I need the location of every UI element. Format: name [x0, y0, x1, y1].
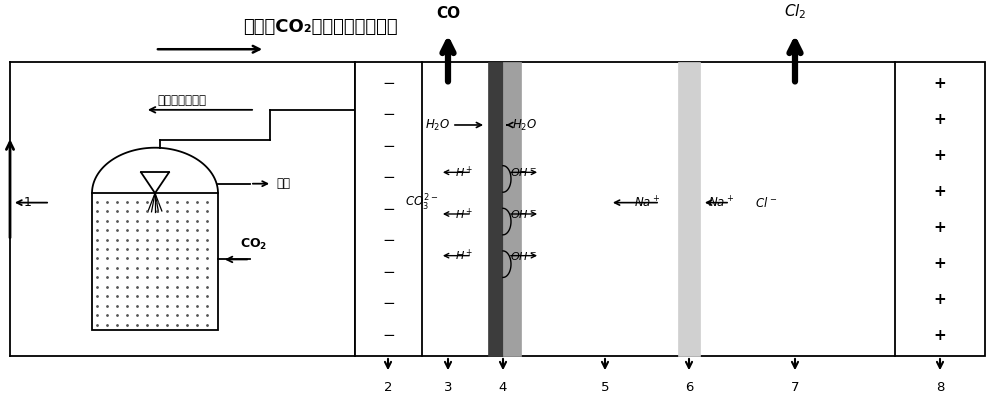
Text: −: − [382, 296, 395, 311]
Text: 6: 6 [685, 381, 693, 394]
Text: 5: 5 [601, 381, 609, 394]
Text: +: + [934, 76, 946, 91]
Text: +: + [934, 220, 946, 235]
Text: 尾气: 尾气 [276, 177, 290, 190]
Bar [503, 63, 521, 356]
Bar [678, 63, 700, 356]
Text: +: + [934, 328, 946, 343]
Text: −: − [382, 170, 395, 185]
Text: −: − [382, 328, 395, 343]
Text: −: − [382, 76, 395, 91]
Text: $H^+$: $H^+$ [455, 248, 473, 263]
Text: 3: 3 [444, 381, 452, 394]
Text: 含大量CO₂的有机复合电解液: 含大量CO₂的有机复合电解液 [243, 19, 397, 37]
Text: 有机复合电解液: 有机复合电解液 [158, 94, 207, 107]
Text: $Cl^-$: $Cl^-$ [755, 196, 777, 210]
Text: $\mathbf{CO_2}$: $\mathbf{CO_2}$ [240, 237, 268, 252]
Text: $H_2O$: $H_2O$ [425, 117, 450, 132]
Bar [895, 63, 985, 356]
Text: $Na^+$: $Na^+$ [708, 195, 734, 210]
Text: CO: CO [436, 6, 460, 21]
Text: 4: 4 [499, 381, 507, 394]
Text: $H_2O$: $H_2O$ [512, 117, 537, 132]
Text: $Cl_2$: $Cl_2$ [784, 2, 806, 21]
Text: −: − [382, 233, 395, 248]
Text: 1: 1 [24, 196, 32, 209]
Text: 2: 2 [384, 381, 392, 394]
Text: $OH^-$: $OH^-$ [510, 250, 537, 262]
Text: −: − [382, 107, 395, 122]
Text: 8: 8 [936, 381, 944, 394]
Text: $H^+$: $H^+$ [455, 165, 473, 180]
Text: −: − [382, 265, 395, 280]
Text: −: − [382, 202, 395, 217]
Text: −: − [382, 139, 395, 154]
Bar [92, 193, 218, 331]
Text: +: + [934, 256, 946, 271]
Text: +: + [934, 148, 946, 163]
Text: $OH^-$: $OH^-$ [510, 166, 537, 178]
Text: +: + [934, 112, 946, 127]
Text: +: + [934, 292, 946, 307]
Text: $OH^-$: $OH^-$ [510, 208, 537, 220]
Text: $CO_3^{2-}$: $CO_3^{2-}$ [405, 193, 438, 213]
Bar [355, 63, 422, 356]
Text: +: + [934, 184, 946, 199]
Bar [488, 63, 503, 356]
Text: 7: 7 [791, 381, 799, 394]
Text: $Na^+$: $Na^+$ [634, 195, 660, 210]
Text: $H^+$: $H^+$ [455, 206, 473, 222]
